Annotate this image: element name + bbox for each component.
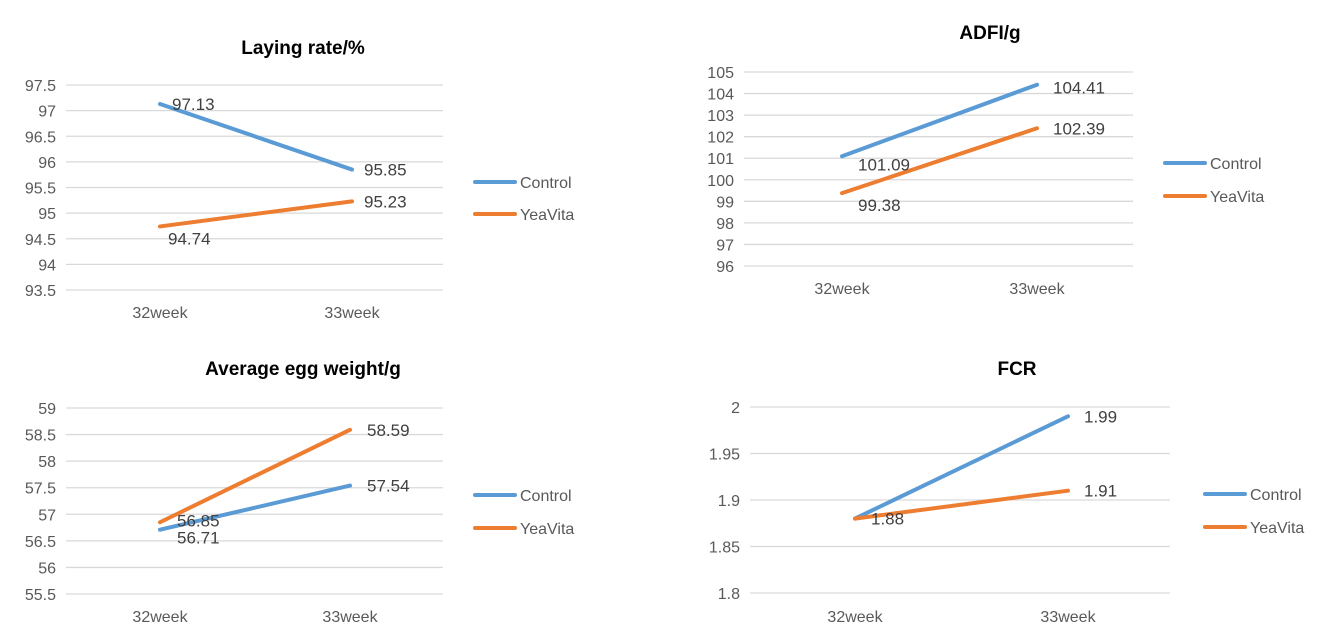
- y-tick-label: 97.5: [25, 78, 56, 95]
- data-label: 57.54: [367, 477, 410, 496]
- data-label: 104.41: [1053, 79, 1105, 98]
- y-tick-label: 57: [38, 507, 56, 524]
- series-line-yeavita: [853, 488, 1070, 521]
- series-line-yeavita: [840, 126, 1039, 196]
- y-tick-label: 103: [707, 108, 734, 125]
- x-tick-label: 33week: [1040, 609, 1096, 626]
- line-chart: ADFI/g 96 97 98 99 100 101 102 103 104 105 32week 33…: [707, 23, 1264, 298]
- legend-label: Control: [1250, 487, 1302, 504]
- y-tick-label: 58.5: [25, 428, 56, 445]
- legend-label: Control: [520, 175, 572, 192]
- x-tick-label: 33week: [324, 305, 380, 322]
- legend-label: Control: [1210, 156, 1262, 173]
- y-tick-label: 105: [707, 65, 734, 82]
- x-tick-label: 32week: [132, 305, 188, 322]
- y-tick-label: 94: [38, 257, 56, 274]
- y-tick-label: 58: [38, 454, 56, 471]
- x-tick-label: 33week: [1009, 281, 1065, 298]
- y-tick-label: 102: [707, 130, 734, 147]
- data-label: 102.39: [1053, 119, 1105, 138]
- line-chart: FCR 1.8 1.85 1.9 1.95 2 32week 33week 1.99 1.88 1.…: [709, 359, 1305, 626]
- y-tick-label: 100: [707, 173, 734, 190]
- y-tick-label: 59: [38, 401, 56, 418]
- y-tick-label: 1.95: [709, 447, 740, 464]
- data-label: 97.13: [172, 95, 215, 114]
- chart-title: ADFI/g: [959, 23, 1020, 44]
- y-tick-label: 55.5: [25, 587, 56, 604]
- legend-label: YeaVita: [520, 521, 574, 538]
- y-tick-label: 96: [716, 259, 734, 276]
- legend-label: Control: [520, 488, 572, 505]
- x-tick-label: 33week: [322, 609, 378, 626]
- legend-label: YeaVita: [1250, 520, 1304, 537]
- y-tick-label: 1.9: [718, 493, 740, 510]
- data-label: 1.99: [1084, 407, 1117, 426]
- data-label: 1.91: [1084, 482, 1117, 501]
- series-line-control: [840, 82, 1039, 159]
- y-tick-label: 94.5: [25, 232, 56, 249]
- y-tick-label: 96: [38, 155, 56, 172]
- series-line-control: [158, 483, 352, 532]
- y-tick-label: 104: [707, 87, 734, 104]
- chart-title: Average egg weight/g: [205, 359, 401, 380]
- data-label: 99.38: [858, 196, 901, 215]
- y-tick-label: 95: [38, 206, 56, 223]
- y-tick-label: 95.5: [25, 181, 56, 198]
- chart-title: FCR: [997, 359, 1036, 380]
- y-tick-label: 99: [716, 194, 734, 211]
- y-tick-label: 56: [38, 560, 56, 577]
- y-tick-label: 97: [716, 237, 734, 254]
- series-line-yeavita: [158, 199, 354, 229]
- y-tick-label: 1.8: [718, 586, 740, 603]
- series-line-control: [158, 101, 354, 172]
- data-label: 58.59: [367, 421, 410, 440]
- data-label: 1.88: [871, 510, 904, 529]
- series-line-control: [853, 414, 1070, 521]
- y-tick-label: 1.85: [709, 540, 740, 557]
- legend-label: YeaVita: [1210, 189, 1264, 206]
- data-label: 56.85: [177, 511, 220, 530]
- legend-label: YeaVita: [520, 207, 574, 224]
- series-line-yeavita: [158, 427, 352, 525]
- line-chart: Laying rate/% 93.5 94 94.5 95 95.5 96 96.5 97 97.…: [25, 38, 575, 322]
- data-label: 94.74: [168, 229, 211, 248]
- y-tick-label: 98: [716, 216, 734, 233]
- x-tick-label: 32week: [132, 609, 188, 626]
- line-chart: Average egg weight/g 55.5 56 56.5 57 57.5 58 58…: [25, 359, 575, 626]
- data-label: 95.85: [364, 161, 407, 180]
- y-tick-label: 97: [38, 104, 56, 121]
- data-label: 101.09: [858, 155, 910, 174]
- y-tick-label: 101: [707, 151, 734, 168]
- y-tick-label: 2: [731, 400, 740, 417]
- y-tick-label: 56.5: [25, 534, 56, 551]
- chart-title: Laying rate/%: [241, 38, 365, 59]
- y-tick-label: 96.5: [25, 129, 56, 146]
- x-tick-label: 32week: [827, 609, 883, 626]
- data-label: 95.23: [364, 192, 407, 211]
- x-tick-label: 32week: [814, 281, 870, 298]
- y-tick-label: 93.5: [25, 283, 56, 300]
- y-tick-label: 57.5: [25, 481, 56, 498]
- data-label: 56.71: [177, 529, 220, 548]
